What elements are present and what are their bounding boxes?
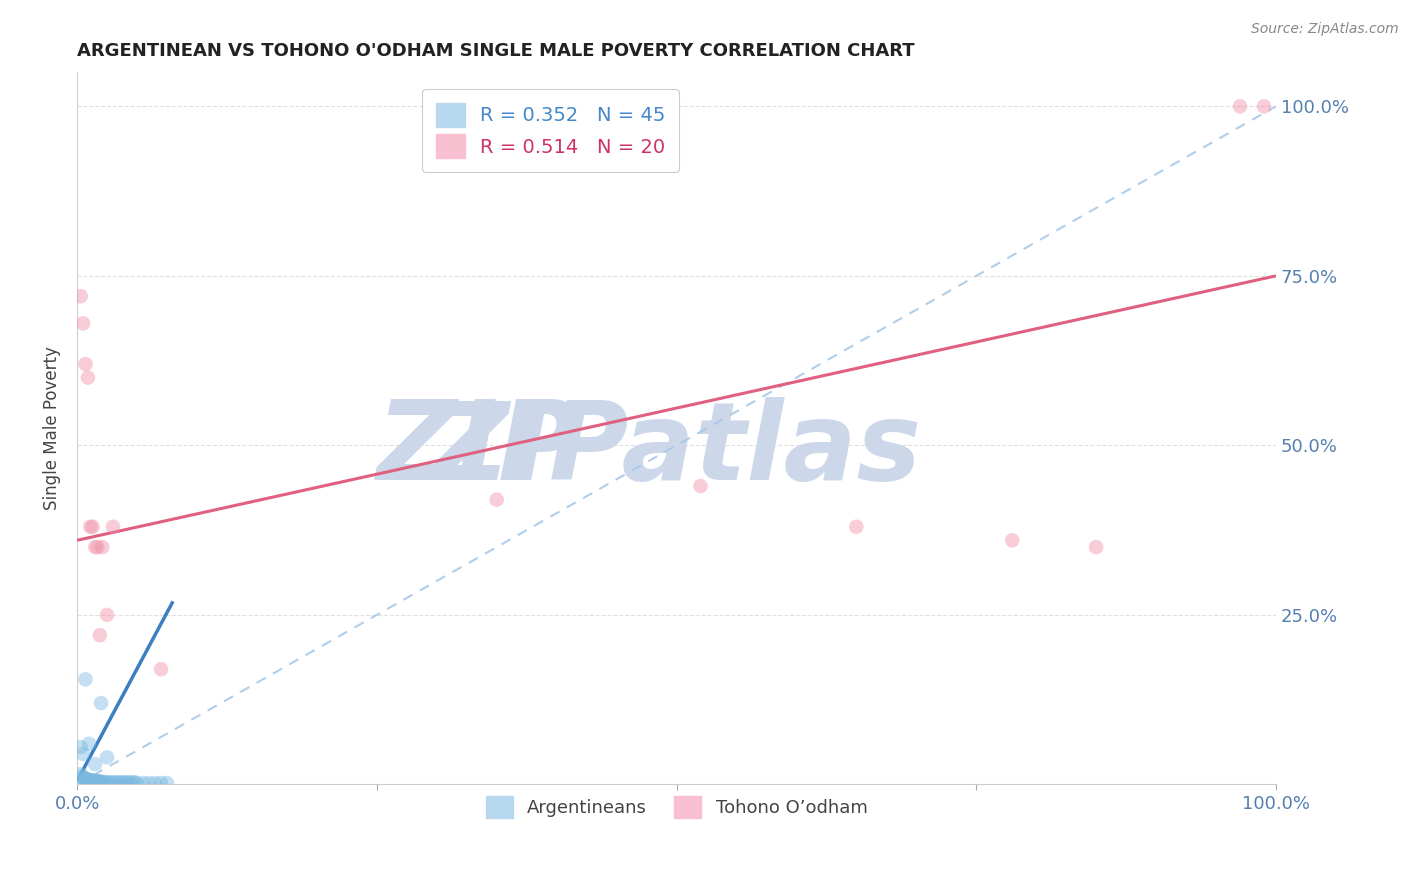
Point [86,540,108,554]
Point [87,774,110,789]
Point [132,776,155,790]
Point [143,776,166,790]
Point [84,757,107,772]
Point [79,773,101,788]
Point [72,771,94,785]
Point [96,607,118,622]
Text: ZIP: ZIP [377,396,581,503]
Point [80,773,103,788]
Point [86,774,108,789]
Point [111,775,134,789]
Point [76,772,98,786]
Y-axis label: Single Male Poverty: Single Male Poverty [44,346,60,510]
Point [845,520,868,534]
Point [110,775,132,789]
Point [77,772,100,787]
Point [84,540,107,554]
Point [79,520,101,534]
Point [1001,533,1024,548]
Point [485,492,508,507]
Point [90,696,112,710]
Point [124,775,146,789]
Point [138,776,160,790]
Point [100,775,122,789]
Point [75,772,97,786]
Point [114,775,136,789]
Point [125,776,148,790]
Point [101,520,124,534]
Point [101,775,124,789]
Point [77,772,100,787]
Point [73,772,96,786]
Text: ARGENTINEAN VS TOHONO O'ODHAM SINGLE MALE POVERTY CORRELATION CHART: ARGENTINEAN VS TOHONO O'ODHAM SINGLE MAL… [77,42,915,60]
Point [1253,99,1275,113]
Point [118,775,141,789]
Point [89,628,111,642]
Point [77,370,100,384]
Point [1085,540,1108,554]
Point [69,289,91,303]
Point [84,774,107,789]
Legend: Argentineans, Tohono O’odham: Argentineans, Tohono O’odham [478,789,875,825]
Point [90,774,112,789]
Point [150,776,173,790]
Point [82,520,104,534]
Point [77,737,100,751]
Point [83,774,105,789]
Point [70,769,93,783]
Point [94,775,117,789]
Point [1229,99,1251,113]
Point [93,774,115,789]
Text: ZIPatlas: ZIPatlas [432,397,922,503]
Point [104,775,127,789]
Point [75,673,97,687]
Point [156,776,179,790]
Point [75,357,97,371]
Point [69,740,91,755]
Point [72,747,94,761]
Point [117,775,139,789]
Text: Source: ZipAtlas.com: Source: ZipAtlas.com [1251,22,1399,37]
Point [97,775,120,789]
Point [107,775,129,789]
Point [121,775,143,789]
Point [69,767,91,781]
Point [84,774,107,789]
Point [89,774,111,789]
Point [96,750,118,764]
Point [82,773,104,788]
Point [150,662,173,676]
Point [91,540,114,554]
Text: ZIPatlas: ZIPatlas [581,396,1025,503]
Point [689,479,711,493]
Point [72,316,94,330]
